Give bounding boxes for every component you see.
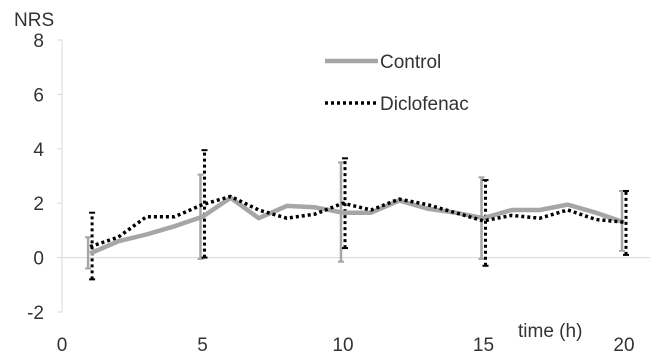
y-tick-label: 0 <box>33 249 44 270</box>
y-tick-label: -2 <box>27 303 44 324</box>
x-tick-label: 0 <box>57 335 68 356</box>
legend-label-control: Control <box>380 52 441 73</box>
x-tick-label: 20 <box>613 335 634 356</box>
series-lines <box>89 194 625 256</box>
series-line-control <box>89 195 625 256</box>
y-tick-label: 6 <box>33 85 44 106</box>
series-line-diclofenac <box>89 194 625 249</box>
x-axis-title: time (h) <box>518 321 582 342</box>
axes: -2 0 2 4 6 8 0 5 10 15 20 <box>27 31 650 356</box>
x-tick-label: 10 <box>332 335 353 356</box>
y-tick-label: 2 <box>33 194 44 215</box>
x-tick-label: 5 <box>197 335 208 356</box>
y-axis-title: NRS <box>14 10 54 31</box>
y-tick-label: 4 <box>33 140 44 161</box>
y-tick-label: 8 <box>33 31 44 52</box>
legend: Control Diclofenac <box>325 52 469 115</box>
legend-label-diclofenac: Diclofenac <box>380 94 469 115</box>
x-tick-label: 15 <box>473 335 494 356</box>
